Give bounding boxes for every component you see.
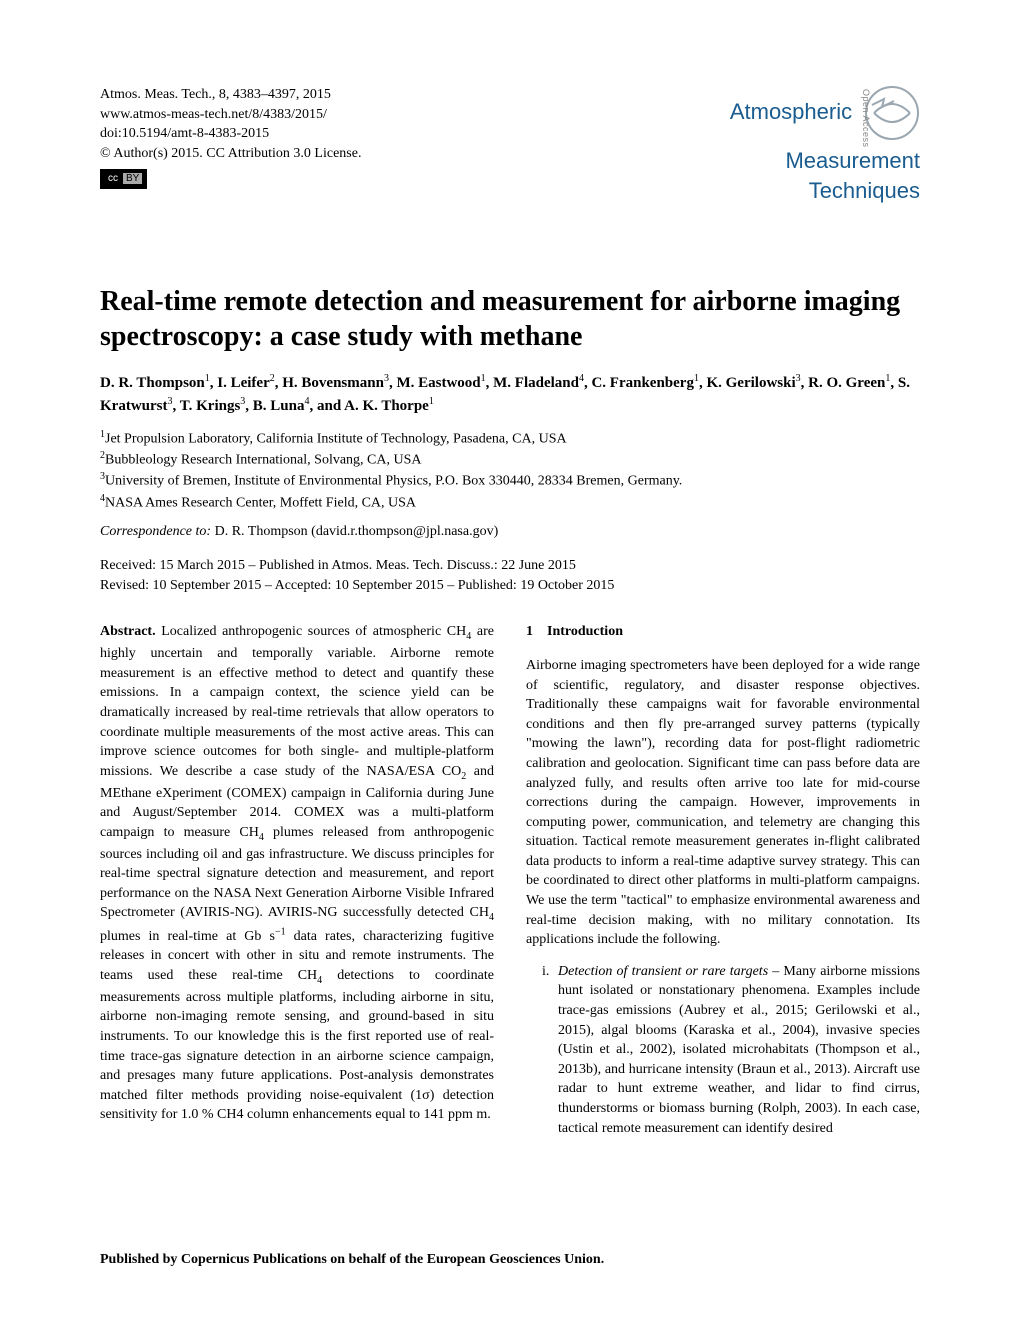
journal-name-line2: Measurement	[730, 146, 920, 176]
cc-license-badge: ccBY	[100, 169, 147, 189]
title-block: Real-time remote detection and measureme…	[100, 284, 920, 596]
affiliation-4: 4NASA Ames Research Center, Moffett Fiel…	[100, 492, 920, 513]
intro-paragraph-1: Airborne imaging spectrometers have been…	[526, 656, 920, 950]
correspondence-label: Correspondence to:	[100, 524, 211, 539]
dates-line2: Revised: 10 September 2015 – Accepted: 1…	[100, 576, 920, 596]
journal-name-line1: Atmospheric	[730, 99, 852, 124]
publisher-footer: Published by Copernicus Publications on …	[100, 1251, 604, 1270]
abstract-text: Localized anthropogenic sources of atmos…	[100, 624, 494, 1122]
by-icon: BY	[123, 173, 142, 184]
list-lead-i: Detection of transient or rare targets	[558, 964, 768, 979]
abstract-paragraph: Abstract. Localized anthropogenic source…	[100, 622, 494, 1125]
list-number-i: i.	[542, 962, 558, 1138]
open-access-label: Open Access	[860, 89, 872, 148]
journal-logo-icon	[864, 85, 920, 146]
list-body-i: – Many airborne missions hunt isolated o…	[558, 964, 920, 1136]
journal-brand: Open Access Atmospheric Measurement Tech…	[730, 85, 920, 205]
right-column: 1 Introduction Airborne imaging spectrom…	[526, 622, 920, 1138]
section-heading-intro: 1 Introduction	[526, 622, 920, 642]
publication-dates: Received: 15 March 2015 – Published in A…	[100, 556, 920, 597]
correspondence-text: D. R. Thompson (david.r.thompson@jpl.nas…	[211, 524, 498, 539]
intro-list-item-i: i. Detection of transient or rare target…	[526, 962, 920, 1138]
affiliation-3: 3University of Bremen, Institute of Envi…	[100, 470, 920, 491]
journal-name-line3: Techniques	[730, 176, 920, 206]
list-text-i: Detection of transient or rare targets –…	[558, 962, 920, 1138]
cc-icon: cc	[105, 173, 121, 184]
author-list: D. R. Thompson1, I. Leifer2, H. Bovensma…	[100, 372, 920, 418]
correspondence: Correspondence to: D. R. Thompson (david…	[100, 523, 920, 542]
paper-title: Real-time remote detection and measureme…	[100, 284, 920, 354]
affiliation-list: 1Jet Propulsion Laboratory, California I…	[100, 428, 920, 513]
two-column-body: Abstract. Localized anthropogenic source…	[100, 622, 920, 1138]
abstract-label: Abstract.	[100, 624, 156, 639]
dates-line1: Received: 15 March 2015 – Published in A…	[100, 556, 920, 576]
left-column: Abstract. Localized anthropogenic source…	[100, 622, 494, 1138]
affiliation-2: 2Bubbleology Research International, Sol…	[100, 449, 920, 470]
affiliation-1: 1Jet Propulsion Laboratory, California I…	[100, 428, 920, 449]
